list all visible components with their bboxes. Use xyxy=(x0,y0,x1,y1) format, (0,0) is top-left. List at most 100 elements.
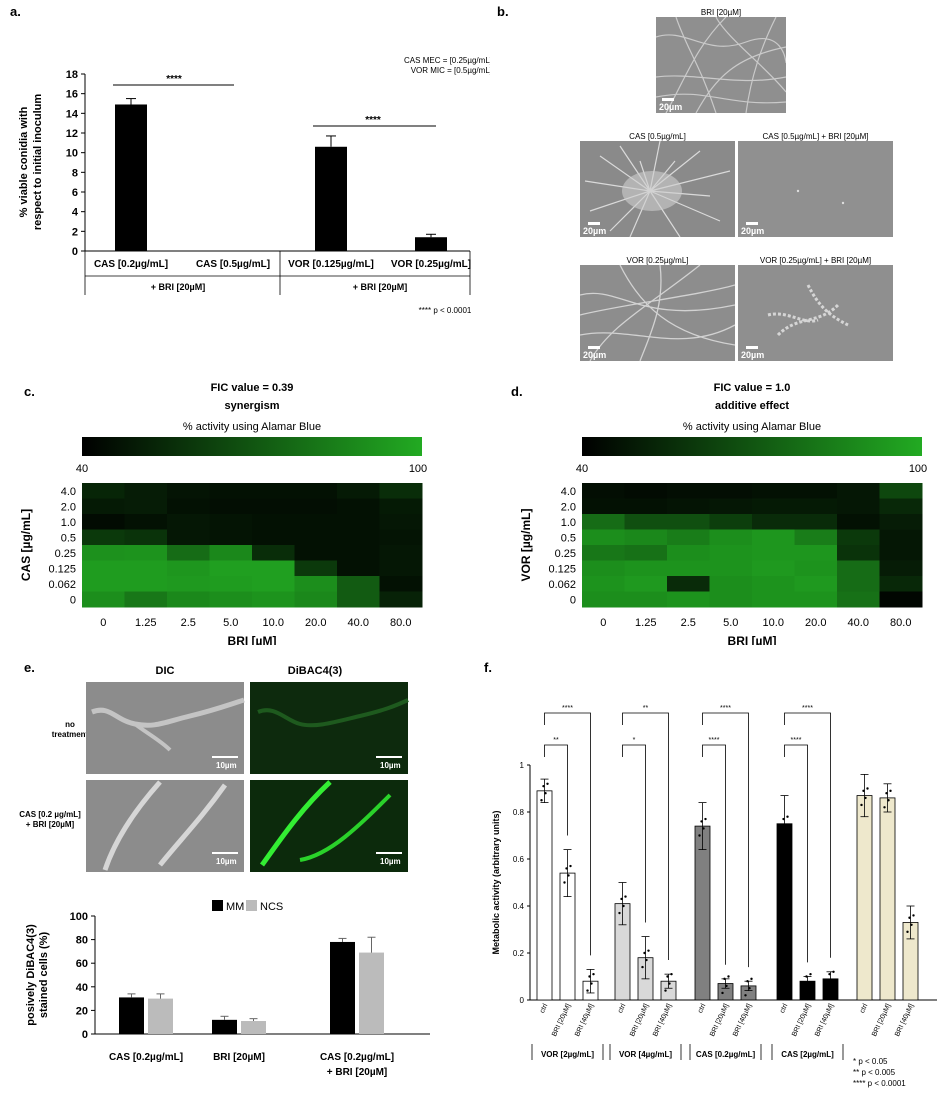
y-tick-label: 18 xyxy=(66,69,78,81)
significance-label: **** xyxy=(562,705,573,712)
heatmap-cell xyxy=(209,545,253,561)
data-point xyxy=(744,994,747,997)
y-tick-label: 6 xyxy=(72,187,78,199)
heatmap-cell xyxy=(709,591,753,608)
data-point xyxy=(748,987,751,990)
data-point xyxy=(563,881,566,884)
data-point xyxy=(908,916,911,919)
heatmap-cell xyxy=(709,560,753,577)
x-tick-label: 5.0 xyxy=(223,617,238,629)
x-tick-label: 10.0 xyxy=(763,617,784,629)
heatmap-cell xyxy=(294,514,338,530)
heatmap-cell xyxy=(624,514,668,530)
bar-ncs xyxy=(241,1021,266,1034)
heatmap-cell xyxy=(837,545,880,561)
y-tick-label: 12 xyxy=(66,128,78,140)
significance-bracket xyxy=(702,744,726,965)
heatmap-cell xyxy=(167,576,210,592)
heatmap-cell xyxy=(667,483,710,499)
heatmap-cell xyxy=(667,514,710,530)
heatmap-cell xyxy=(752,483,795,499)
data-point xyxy=(723,977,726,981)
heatmap-cell xyxy=(794,591,838,608)
colorbar xyxy=(582,437,922,456)
heatmap-cell xyxy=(294,560,338,577)
heatmap-cell xyxy=(879,545,923,561)
heatmap-cell xyxy=(709,483,753,499)
x-tick-label: CAS [0.2µg/mL] xyxy=(94,259,168,270)
heatmap-cell xyxy=(209,576,253,592)
heatmap-cell xyxy=(379,560,423,577)
heatmap-cell xyxy=(209,591,253,608)
x-tick-label: ctrl xyxy=(779,1002,789,1014)
heatmap-cell xyxy=(294,498,338,515)
x-tick-label: BRI [20µM] xyxy=(709,1003,730,1038)
data-point xyxy=(540,799,543,802)
heatmap-cell xyxy=(794,560,838,577)
heatmap-cell xyxy=(209,498,253,515)
micro-caption-cas: CAS [0.5µg/mL] xyxy=(629,132,686,141)
bar-mm xyxy=(212,1019,237,1034)
heatmap-cell xyxy=(209,529,253,546)
x-tick-label: BRI [20µM] xyxy=(551,1003,572,1038)
significance-label: **** xyxy=(802,705,813,712)
data-point xyxy=(830,980,833,983)
y-tick-label: 14 xyxy=(66,108,79,120)
data-point xyxy=(780,831,783,835)
pvalue-note: **** p < 0.0001 xyxy=(419,306,472,315)
heatmap-cell xyxy=(167,560,210,577)
significance-bracket xyxy=(622,712,669,961)
col-dibac: DiBAC4(3) xyxy=(288,665,343,677)
significance-label: **** xyxy=(791,737,802,744)
heatmap-cell xyxy=(252,514,295,530)
data-point xyxy=(668,982,671,985)
data-point xyxy=(546,782,549,785)
y-axis-label: VOR [µg/mL] xyxy=(519,509,533,582)
heatmap-cell xyxy=(379,529,423,546)
heatmap-cell xyxy=(752,514,795,530)
heatmap-cell xyxy=(82,576,125,592)
heatmap-cell xyxy=(667,560,710,577)
x-tick-label: VOR [0.25µg/mL] xyxy=(391,259,471,270)
y-tick-label: 2 xyxy=(72,226,78,238)
scale-label: 20µm xyxy=(741,226,765,236)
x-tick-label: BRI [40µM] xyxy=(732,1003,753,1038)
data-point xyxy=(826,987,829,990)
heatmap-cell xyxy=(582,560,625,577)
pvalue-1: * p < 0.05 xyxy=(853,1057,888,1066)
data-point xyxy=(624,895,627,898)
y-tick-label: 80 xyxy=(76,935,88,947)
dic-image-untreated xyxy=(86,682,244,774)
x-tick-label: CAS [0.5µg/mL] xyxy=(196,259,270,270)
x-tick-label: 80.0 xyxy=(890,617,911,629)
y-tick-label: 1.0 xyxy=(561,517,576,529)
data-point xyxy=(645,958,648,962)
data-point xyxy=(912,914,915,917)
heatmap-cell xyxy=(124,576,168,592)
data-point xyxy=(786,815,789,818)
x-tick-label: ctrl xyxy=(859,1002,869,1014)
heatmap-cell xyxy=(879,483,923,499)
heatmap-cell xyxy=(709,498,753,515)
x-axis-label: BRI [µM] xyxy=(228,634,277,645)
x-tick-label: 0 xyxy=(100,617,106,629)
y-tick-label: 0.2 xyxy=(513,949,525,958)
data-point xyxy=(862,789,865,793)
y-tick-label: 8 xyxy=(72,167,78,179)
x-tick-label: BRI [20µM] xyxy=(871,1003,892,1038)
sig-label-1: **** xyxy=(166,74,182,85)
x-tick-label: BRI [40µM] xyxy=(574,1003,595,1038)
scale-label: 10µm xyxy=(380,761,401,770)
pvalue-3: **** p < 0.0001 xyxy=(853,1079,906,1088)
panel-c-letter: c. xyxy=(24,384,35,399)
y-axis-label: % viable conidia with respect to initial … xyxy=(18,94,44,231)
group-label: VOR [4µg/mL] xyxy=(619,1050,672,1059)
y-tick-label: 10 xyxy=(66,148,78,160)
row2-label-1: CAS [0.2 µg/mL] xyxy=(19,810,81,819)
scale-label: 10µm xyxy=(216,761,237,770)
dibac-image-untreated xyxy=(250,682,408,774)
data-point xyxy=(704,817,707,821)
panel-e-letter: e. xyxy=(24,660,35,675)
y-tick-label: 0 xyxy=(570,595,576,607)
x-tick-label: VOR [0.125µg/mL] xyxy=(288,259,374,270)
